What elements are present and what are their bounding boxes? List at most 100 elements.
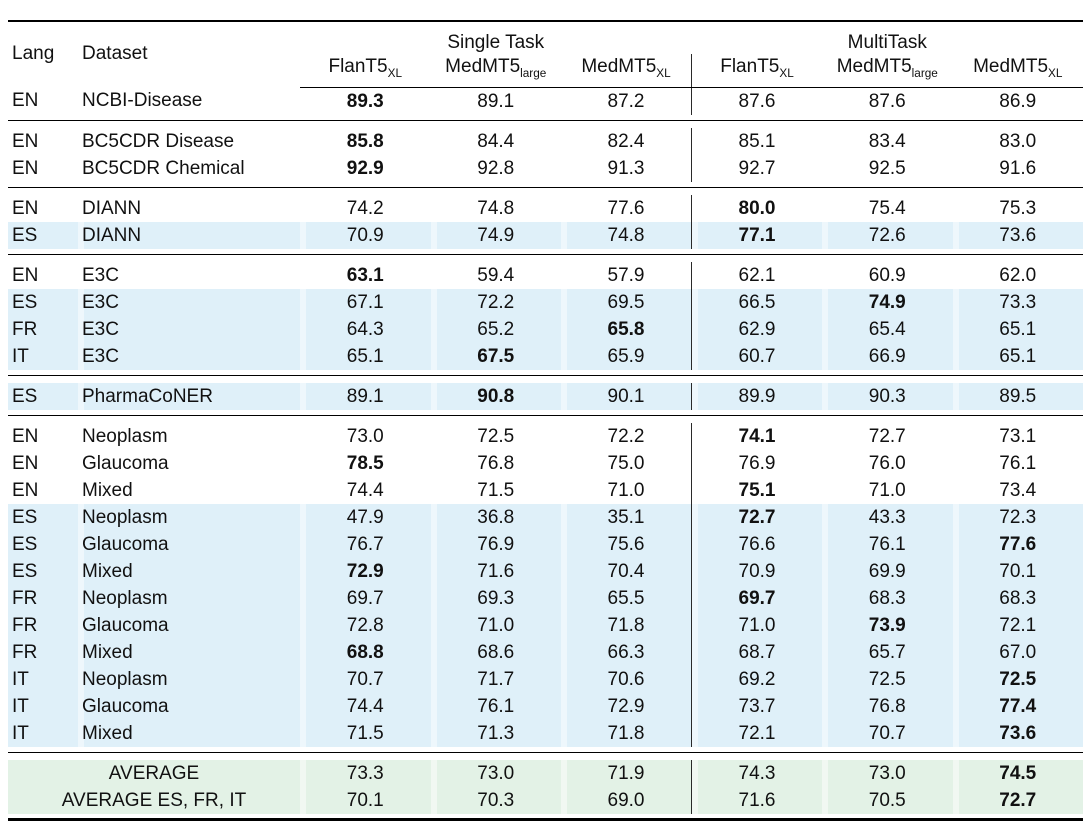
score-cell: 72.2 <box>607 425 645 447</box>
lang-cell: IT <box>8 720 78 747</box>
lang-cell: ES <box>8 383 78 410</box>
dataset-cell: DIANN <box>82 197 142 219</box>
table-row-es-diann: ES DIANN 70.9 74.9 74.8 77.1 72.6 73.6 <box>8 222 1084 249</box>
score-cell: 72.7 <box>868 425 906 447</box>
score-cell: 66.3 <box>561 639 692 666</box>
score-cell: 73.7 <box>691 693 823 720</box>
score-cell: 70.4 <box>561 558 692 585</box>
score-cell: 74.3 <box>691 760 823 787</box>
score-cell: 72.5 <box>952 666 1084 693</box>
rule-line <box>8 747 1084 760</box>
score-cell: 65.1 <box>952 316 1084 343</box>
score-cell: 65.1 <box>300 343 431 370</box>
model-name: MedMT5 <box>445 56 521 77</box>
score-cell: 70.1 <box>952 558 1084 585</box>
table-header: Lang Dataset Single Task MultiTask FlanT… <box>8 21 1084 88</box>
score-cell: 90.1 <box>561 383 692 410</box>
score-cell: 76.1 <box>430 693 561 720</box>
header-group-row: Lang Dataset Single Task MultiTask <box>8 21 1083 64</box>
dataset-cell: DIANN <box>78 222 300 249</box>
dataset-cell: Mixed <box>78 558 300 585</box>
score-cell: 72.5 <box>822 666 953 693</box>
score-cell: 71.5 <box>300 720 431 747</box>
score-cell: 74.8 <box>561 222 692 249</box>
score-cell: 77.6 <box>952 531 1084 558</box>
rule-line <box>8 370 1084 383</box>
score-cell: 87.2 <box>607 90 645 112</box>
average-row-es-fr-it: AVERAGE ES, FR, IT 70.1 70.3 69.0 71.6 70.5 72… <box>8 787 1084 814</box>
dataset-cell: Glaucoma <box>78 531 300 558</box>
table-row-es-mixed: ES Mixed 72.9 71.6 70.4 70.9 69.9 70.1 <box>8 558 1084 585</box>
dataset-cell: Neoplasm <box>78 666 300 693</box>
model-name: FlanT5 <box>720 56 780 77</box>
lang-cell: EN <box>12 479 39 501</box>
score-cell: 71.3 <box>430 720 561 747</box>
score-cell: 73.0 <box>822 760 953 787</box>
score-cell: 65.4 <box>822 316 953 343</box>
score-cell: 74.5 <box>952 760 1084 787</box>
lang-cell: FR <box>8 612 78 639</box>
score-cell: 72.7 <box>691 504 823 531</box>
column-header-dataset: Dataset <box>82 42 148 64</box>
score-cell: 76.1 <box>999 452 1037 474</box>
score-cell: 60.7 <box>691 343 823 370</box>
average-label: AVERAGE <box>8 760 300 787</box>
group-separator-rule <box>8 747 1084 760</box>
dataset-cell: BC5CDR Disease <box>82 130 235 152</box>
column-header-medmt5-xl-single: MedMT5XL <box>561 54 692 88</box>
score-cell: 75.0 <box>607 452 645 474</box>
score-cell: 80.0 <box>691 195 823 222</box>
dataset-cell: Glaucoma <box>78 693 300 720</box>
score-cell: 89.9 <box>691 383 823 410</box>
lang-cell: ES <box>8 504 78 531</box>
score-cell: 65.5 <box>561 585 692 612</box>
lang-cell: EN <box>12 197 39 219</box>
score-cell: 72.9 <box>561 693 692 720</box>
table-row-it-neoplasm: IT Neoplasm 70.7 71.7 70.6 69.2 72.5 72.5 <box>8 666 1084 693</box>
column-header-medmt5-xl-multi: MedMT5XL <box>952 54 1084 88</box>
score-cell: 62.9 <box>691 316 823 343</box>
table-row-en-neoplasm: EN Neoplasm 73.0 72.5 72.2 74.1 72.7 73.1 <box>8 423 1083 450</box>
score-cell: 67.5 <box>430 343 561 370</box>
table-row-en-bc5cdr-chemical: EN BC5CDR Chemical 92.9 92.8 91.3 92.7 92.5 91.… <box>8 155 1083 182</box>
score-cell: 73.0 <box>430 760 561 787</box>
score-cell: 72.2 <box>430 289 561 316</box>
score-cell: 66.9 <box>822 343 953 370</box>
column-group-multitask: MultiTask <box>847 32 927 53</box>
table-row-en-mixed: EN Mixed 74.4 71.5 71.0 75.1 71.0 73.4 <box>8 477 1083 504</box>
dataset-cell: Neoplasm <box>78 504 300 531</box>
table-row-es-e3c: ES E3C 67.1 72.2 69.5 66.5 74.9 73.3 <box>8 289 1084 316</box>
score-cell: 71.6 <box>691 787 823 814</box>
score-cell: 73.6 <box>952 720 1084 747</box>
score-cell: 59.4 <box>477 264 515 286</box>
score-cell: 75.4 <box>868 197 906 219</box>
dataset-cell: BC5CDR Chemical <box>82 157 245 179</box>
score-cell: 71.8 <box>561 720 692 747</box>
group-separator-rule <box>8 370 1084 383</box>
score-cell: 69.7 <box>691 585 823 612</box>
lang-cell: EN <box>12 90 39 112</box>
table-row-fr-mixed: FR Mixed 68.8 68.6 66.3 68.7 65.7 67.0 <box>8 639 1084 666</box>
average-row-all: AVERAGE 73.3 73.0 71.9 74.3 73.0 74.5 <box>8 760 1084 787</box>
score-cell: 47.9 <box>300 504 431 531</box>
lang-cell: IT <box>8 666 78 693</box>
dataset-cell: E3C <box>78 289 300 316</box>
score-cell: 67.0 <box>952 639 1084 666</box>
dataset-cell: Neoplasm <box>78 585 300 612</box>
score-cell: 65.1 <box>952 343 1084 370</box>
dataset-cell: NCBI-Disease <box>82 90 203 112</box>
score-cell: 68.6 <box>430 639 561 666</box>
lang-cell: ES <box>8 222 78 249</box>
score-cell: 76.9 <box>430 531 561 558</box>
dataset-cell: Mixed <box>78 639 300 666</box>
score-cell: 64.3 <box>300 316 431 343</box>
score-cell: 43.3 <box>822 504 953 531</box>
score-cell: 83.4 <box>868 130 906 152</box>
table-row-it-mixed: IT Mixed 71.5 71.3 71.8 72.1 70.7 73.6 <box>8 720 1084 747</box>
group-separator-rule <box>8 249 1084 262</box>
score-cell: 82.4 <box>607 130 645 152</box>
score-cell: 90.3 <box>822 383 953 410</box>
score-cell: 86.9 <box>999 90 1037 112</box>
lang-cell: FR <box>8 585 78 612</box>
score-cell: 76.1 <box>822 531 953 558</box>
